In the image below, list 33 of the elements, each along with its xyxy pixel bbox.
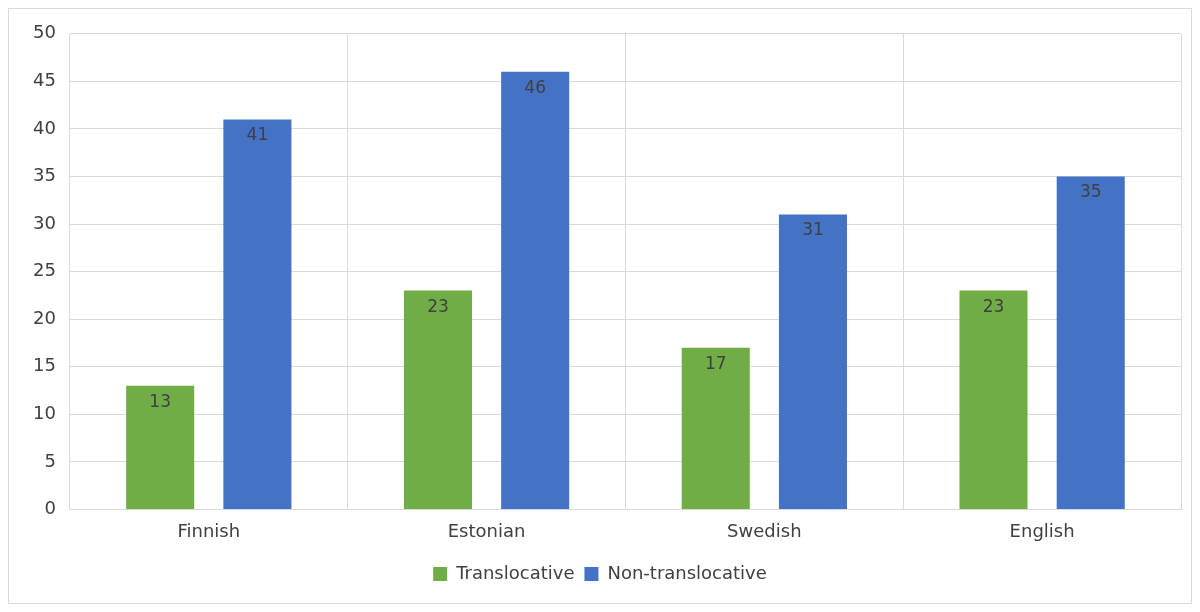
y-tick-label: 40 xyxy=(33,116,56,138)
bar xyxy=(501,71,570,509)
data-label: 31 xyxy=(802,219,824,240)
data-label: 13 xyxy=(149,390,171,411)
data-label: 46 xyxy=(524,76,546,97)
bar xyxy=(959,290,1028,509)
y-tick-label: 45 xyxy=(33,69,56,91)
bar xyxy=(1056,176,1125,509)
y-tick-label: 35 xyxy=(33,164,56,186)
bar xyxy=(778,214,847,509)
y-tick-label: 30 xyxy=(33,211,56,233)
y-tick-label: 5 xyxy=(44,449,56,471)
x-tick-label: Finnish xyxy=(177,519,241,541)
legend-label: Translocative xyxy=(455,561,575,583)
bar xyxy=(403,290,472,509)
bar xyxy=(126,385,195,509)
data-label: 17 xyxy=(704,352,727,373)
data-label: 35 xyxy=(1079,181,1102,202)
x-tick-label: English xyxy=(1009,519,1075,541)
y-tick-label: 25 xyxy=(33,259,56,281)
y-tick-label: 15 xyxy=(33,354,56,376)
bar xyxy=(681,347,750,509)
bar xyxy=(223,119,292,509)
y-tick-label: 20 xyxy=(33,306,56,328)
data-label: 23 xyxy=(427,295,449,316)
y-tick-label: 0 xyxy=(44,497,56,519)
legend-label: Non-translocative xyxy=(607,561,767,583)
x-tick-label: Swedish xyxy=(727,519,802,541)
data-label: 41 xyxy=(246,124,269,145)
data-label: 23 xyxy=(982,295,1005,316)
x-tick-label: Estonian xyxy=(447,519,526,541)
y-tick-label: 50 xyxy=(33,21,56,43)
y-tick-label: 10 xyxy=(33,401,56,423)
